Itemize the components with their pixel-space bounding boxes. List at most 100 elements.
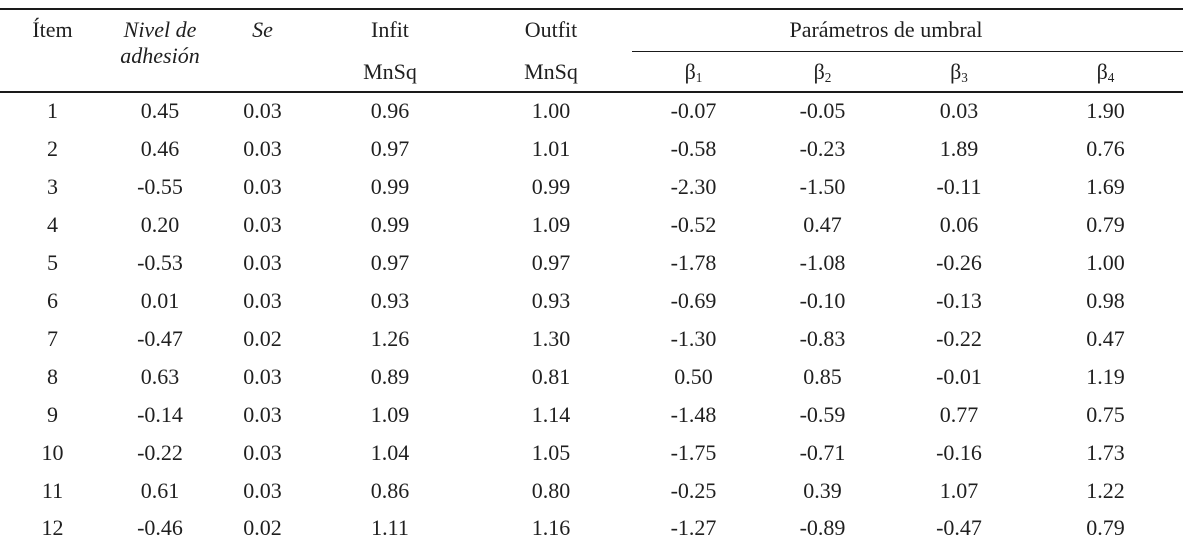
cell-nivel: -0.53 [137, 249, 183, 275]
cell-b2: -0.23 [799, 135, 846, 161]
cell-infit: 0.97 [370, 135, 410, 161]
table-row: 8 0.63 0.03 0.89 0.81 0.50 0.85 -0.01 1.19 [0, 358, 1183, 396]
table-header: Ítem Nivel de adhesión Se Infit Outfit P… [0, 9, 1183, 92]
cell-b1: -0.58 [670, 135, 717, 161]
col-header-beta3: β3 [890, 52, 1028, 92]
cell-b3: -0.47 [936, 515, 982, 540]
cell-infit: 0.99 [370, 173, 410, 199]
cell-b3: -0.26 [936, 249, 982, 275]
cell-nivel: 0.01 [140, 287, 180, 313]
cell-b1: -1.30 [670, 325, 717, 351]
cell-outfit: 1.01 [531, 135, 571, 161]
cell-b2: 0.47 [803, 211, 842, 237]
cell-item: 12 [41, 515, 64, 540]
cell-se: 0.03 [243, 401, 282, 427]
cell-nivel: -0.14 [137, 401, 183, 427]
cell-outfit: 0.93 [531, 287, 571, 313]
table-row: 3 -0.55 0.03 0.99 0.99 -2.30 -1.50 -0.11 1.69 [0, 168, 1183, 206]
cell-item: 8 [47, 363, 58, 389]
cell-se: 0.03 [243, 211, 282, 237]
col-header-outfit-mnsq: MnSq [524, 58, 578, 84]
cell-b4: 0.79 [1086, 515, 1125, 540]
cell-se: 0.02 [243, 515, 282, 540]
cell-b2: 0.39 [803, 477, 842, 503]
cell-b4: 1.22 [1086, 477, 1125, 503]
cell-item: 7 [47, 325, 58, 351]
table-row: 1 0.45 0.03 0.96 1.00 -0.07 -0.05 0.03 1.90 [0, 92, 1183, 130]
cell-b4: 1.69 [1086, 173, 1125, 199]
beta-subscript: 4 [1107, 69, 1115, 85]
cell-item: 1 [47, 98, 58, 123]
cell-b2: 0.85 [803, 363, 842, 389]
cell-nivel: -0.47 [137, 325, 183, 351]
cell-b3: 0.03 [939, 98, 979, 123]
cell-b2: -0.05 [799, 98, 846, 123]
cell-b2: -0.83 [799, 325, 846, 351]
table-row: 4 0.20 0.03 0.99 1.09 -0.52 0.47 0.06 0.79 [0, 206, 1183, 244]
cell-infit: 0.86 [370, 477, 410, 503]
cell-se: 0.03 [243, 135, 282, 161]
cell-outfit: 1.14 [531, 401, 571, 427]
cell-b1: 0.50 [674, 363, 713, 389]
cell-b2: -0.10 [799, 287, 846, 313]
col-header-nivel-de-adhesion: Nivel de adhesión [105, 9, 215, 92]
cell-item: 11 [41, 477, 64, 503]
cell-b4: 1.19 [1086, 363, 1125, 389]
nivel-header-line2: adhesión [120, 43, 200, 68]
cell-nivel: 0.61 [140, 477, 180, 503]
cell-b1: -0.07 [670, 98, 717, 123]
cell-b2: -0.59 [799, 401, 846, 427]
cell-se: 0.03 [243, 98, 282, 123]
cell-outfit: 0.80 [531, 477, 571, 503]
cell-b1: -0.52 [670, 211, 717, 237]
cell-b3: -0.22 [936, 325, 982, 351]
cell-outfit: 1.09 [531, 211, 571, 237]
cell-nivel: -0.46 [137, 515, 183, 540]
cell-item: 5 [47, 249, 58, 275]
beta-symbol: β [1096, 58, 1108, 84]
cell-b3: -0.11 [936, 173, 982, 199]
cell-se: 0.03 [243, 173, 282, 199]
table-row: 2 0.46 0.03 0.97 1.01 -0.58 -0.23 1.89 0.76 [0, 130, 1183, 168]
cell-b4: 0.79 [1086, 211, 1125, 237]
table-row: 5 -0.53 0.03 0.97 0.97 -1.78 -1.08 -0.26 1.00 [0, 244, 1183, 282]
cell-b3: -0.01 [936, 363, 982, 389]
cell-nivel: 0.46 [140, 135, 180, 161]
cell-infit: 1.26 [370, 325, 410, 351]
cell-se: 0.03 [243, 287, 282, 313]
cell-b3: 0.77 [939, 401, 979, 427]
cell-b1: -2.30 [670, 173, 717, 199]
col-header-beta4: β4 [1028, 52, 1183, 92]
cell-infit: 0.97 [370, 249, 410, 275]
header-row-top: Ítem Nivel de adhesión Se Infit Outfit P… [0, 9, 1183, 68]
cell-b3: 1.07 [939, 477, 979, 503]
cell-b1: -0.69 [670, 287, 717, 313]
cell-nivel: -0.55 [137, 173, 183, 199]
cell-outfit: 0.81 [531, 363, 571, 389]
cell-nivel: 0.45 [140, 98, 180, 123]
cell-b2: -1.50 [799, 173, 846, 199]
cell-b4: 1.90 [1086, 98, 1125, 123]
cell-infit: 1.04 [370, 439, 410, 465]
cell-b4: 0.98 [1086, 287, 1125, 313]
cell-se: 0.02 [243, 325, 282, 351]
cell-infit: 0.96 [370, 98, 410, 123]
col-header-beta2: β2 [755, 52, 890, 92]
cell-b4: 0.47 [1086, 325, 1125, 351]
cell-se: 0.03 [243, 363, 282, 389]
cell-outfit: 0.97 [531, 249, 571, 275]
nivel-header-line1: Nivel de [123, 17, 197, 42]
cell-b1: -1.78 [670, 249, 717, 275]
table-row: 11 0.61 0.03 0.86 0.80 -0.25 0.39 1.07 1.22 [0, 472, 1183, 510]
cell-nivel: 0.63 [140, 363, 180, 389]
cell-b1: -1.75 [670, 439, 717, 465]
item-parameters-table: Ítem Nivel de adhesión Se Infit Outfit P… [0, 8, 1183, 544]
cell-infit: 0.93 [370, 287, 410, 313]
table-body: 1 0.45 0.03 0.96 1.00 -0.07 -0.05 0.03 1.90 2 0.46… [0, 92, 1183, 544]
cell-b1: -1.27 [670, 515, 717, 540]
col-group-parametros-de-umbral: Parámetros de umbral [632, 9, 1183, 52]
cell-b4: 1.73 [1086, 439, 1125, 465]
beta-subscript: 2 [824, 69, 832, 85]
cell-b1: -0.25 [670, 477, 717, 503]
